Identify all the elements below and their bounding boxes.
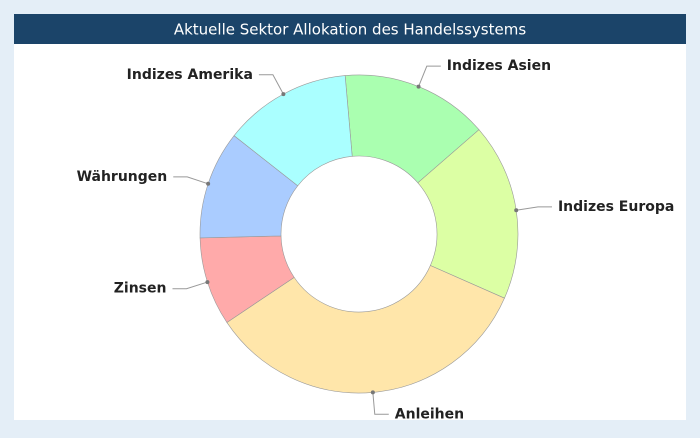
- slice-label: Zinsen: [114, 281, 167, 297]
- chart-title: Aktuelle Sektor Allokation des Handelssy…: [174, 21, 526, 39]
- connector-dot: [416, 84, 421, 89]
- slice: [344, 74, 480, 184]
- connector: [418, 65, 441, 87]
- slice-label: Indizes Europa: [558, 199, 674, 215]
- connector-dot: [514, 208, 519, 213]
- header-bar: [14, 14, 686, 44]
- slice: [417, 129, 519, 299]
- connector-dot: [370, 390, 375, 395]
- connector: [372, 392, 389, 415]
- slice-label: Indizes Asien: [447, 58, 551, 74]
- slice: [226, 265, 505, 394]
- connector-dot: [281, 92, 286, 97]
- slice-label: Währungen: [77, 169, 168, 185]
- slice-label: Indizes Amerika: [127, 67, 253, 83]
- connector-dot: [206, 181, 211, 186]
- slice-label: Anleihen: [395, 406, 464, 422]
- connector-dot: [205, 280, 210, 285]
- connector: [173, 176, 209, 185]
- connector: [516, 206, 552, 211]
- connector: [258, 74, 284, 95]
- slice: [233, 75, 353, 187]
- connector: [172, 281, 208, 290]
